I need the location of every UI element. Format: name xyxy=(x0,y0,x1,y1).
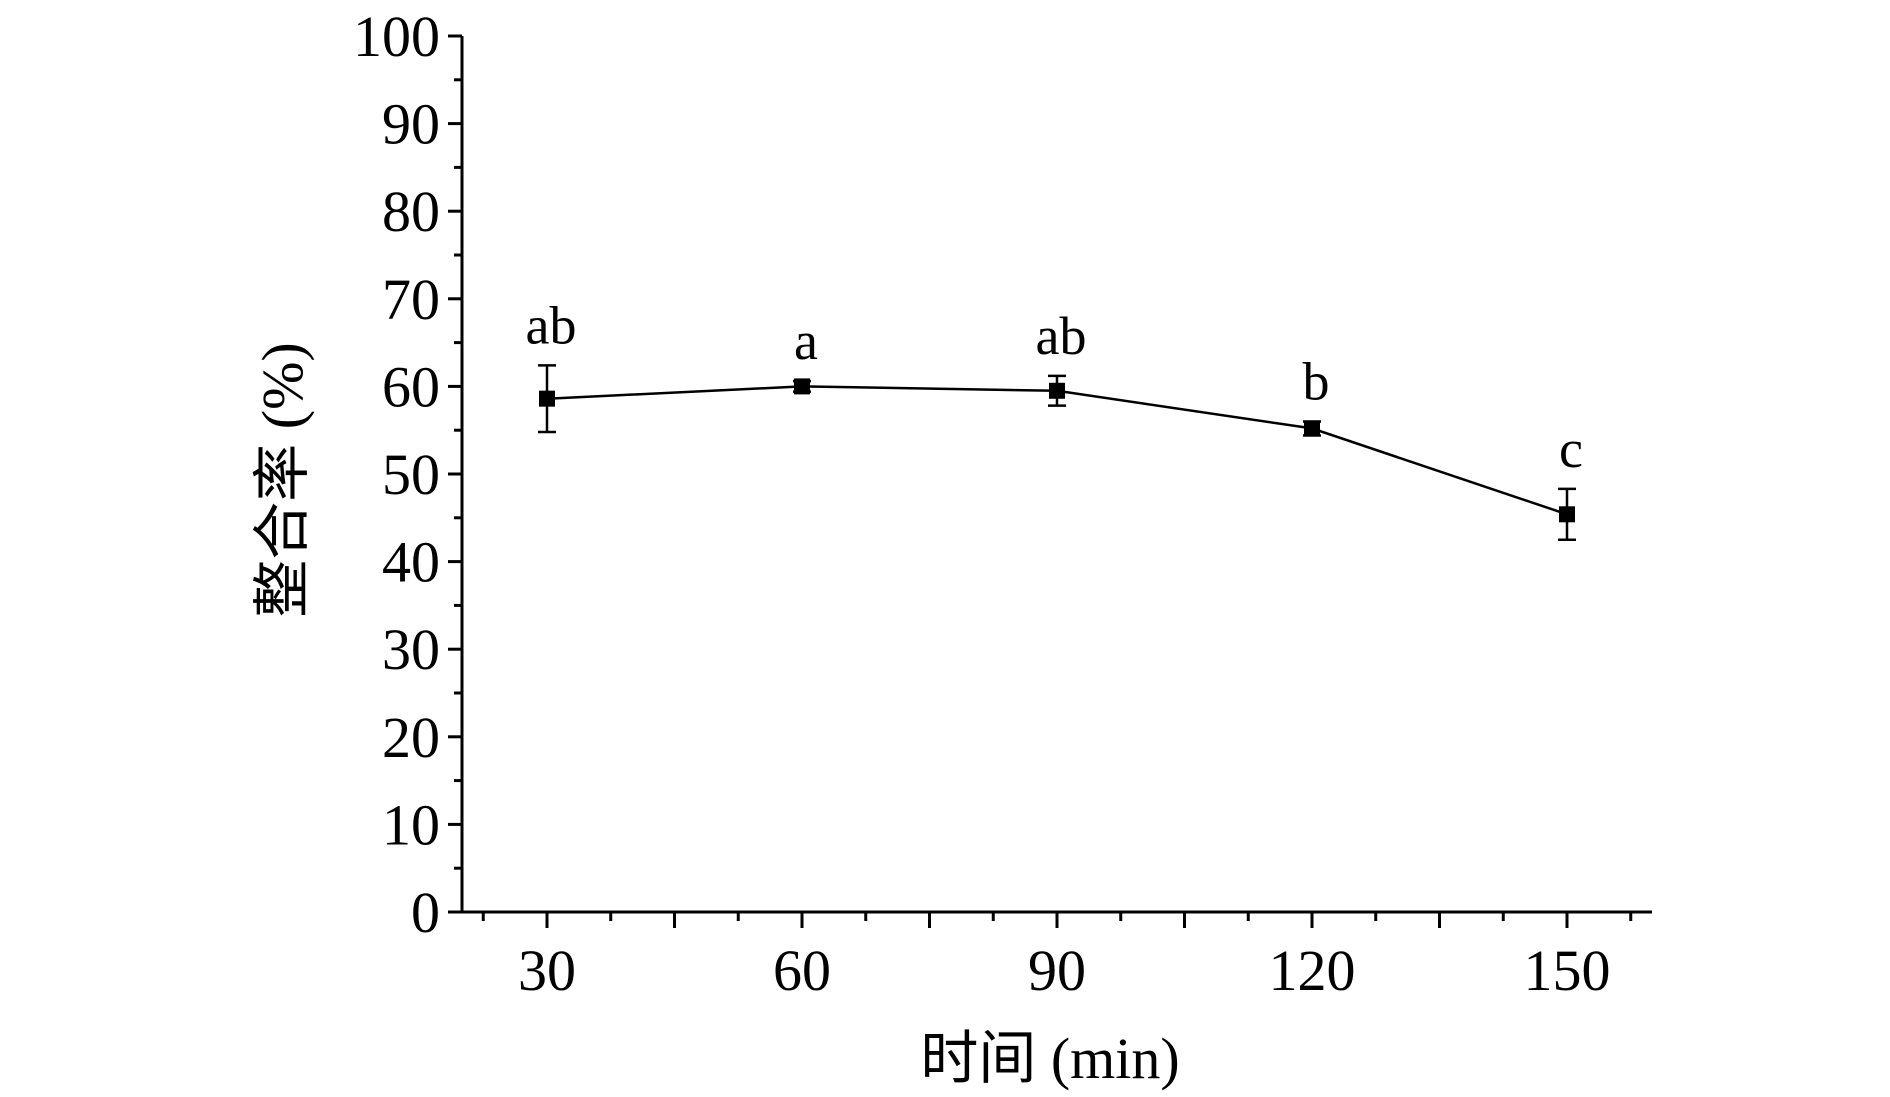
y-tick-label: 10 xyxy=(382,792,440,857)
data-series xyxy=(538,364,1576,541)
data-point xyxy=(1304,420,1320,437)
y-tick-label: 90 xyxy=(382,92,440,157)
y-tick-label: 60 xyxy=(382,354,440,419)
x-tick-label: 150 xyxy=(1524,938,1611,1003)
x-tick-label: 120 xyxy=(1269,938,1356,1003)
significance-label: a xyxy=(794,311,818,371)
y-tick-label: 80 xyxy=(382,179,440,244)
x-tick-label: 90 xyxy=(1028,938,1086,1003)
y-tick-label: 70 xyxy=(382,267,440,332)
data-point xyxy=(539,390,555,407)
y-tick-label: 30 xyxy=(382,617,440,682)
y-axis-title: 整合率 (%) xyxy=(250,342,315,617)
significance-label: b xyxy=(1303,351,1330,411)
ticks: 0 10 20 30 40 50 60 70 80 90 100 30 60 90 120 150 xyxy=(353,4,1633,1003)
data-point xyxy=(1049,382,1065,399)
significance-label: ab xyxy=(1036,306,1087,366)
x-axis-title: 时间 (min) xyxy=(920,1026,1179,1091)
significance-label: ab xyxy=(526,295,577,355)
y-tick-label: 40 xyxy=(382,530,440,595)
y-tick-label: 50 xyxy=(382,442,440,507)
data-point xyxy=(794,378,810,395)
significance-label: c xyxy=(1559,419,1583,479)
significance-labels: ab a ab b c xyxy=(526,295,1583,479)
y-tick-label: 20 xyxy=(382,705,440,770)
x-tick-label: 60 xyxy=(773,938,831,1003)
y-tick-label: 100 xyxy=(353,4,440,69)
axes xyxy=(460,36,1652,914)
data-point xyxy=(1559,506,1575,523)
x-tick-label: 30 xyxy=(518,938,576,1003)
y-tick-label: 0 xyxy=(411,880,440,945)
